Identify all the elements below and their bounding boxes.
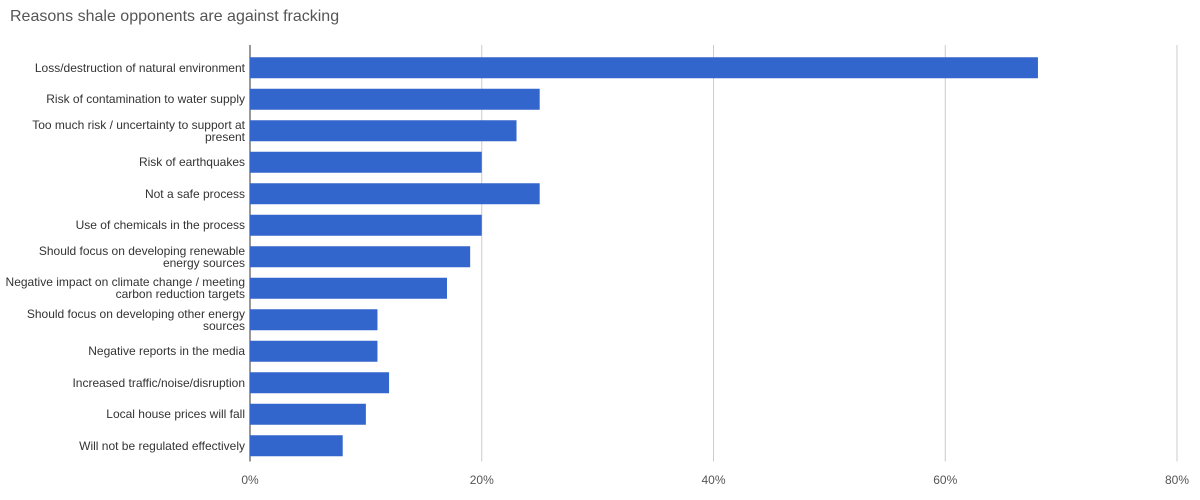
y-tick-label: Risk of earthquakes [138, 155, 245, 170]
bar [250, 183, 540, 205]
x-tick-label: 80% [1165, 473, 1189, 487]
bar [250, 372, 390, 394]
bar [250, 214, 482, 236]
bar [250, 246, 471, 268]
y-tick-label: Loss/destruction of natural environment [34, 60, 245, 75]
y-tick-label: Negative reports in the media [88, 344, 245, 359]
y-tick-label: Should focus on developing renewable ene… [38, 243, 245, 270]
bar [250, 151, 482, 173]
x-tick-label: 60% [933, 473, 957, 487]
y-tick-label: Risk of contamination to water supply [46, 92, 245, 107]
y-tick-label: Use of chemicals in the process [75, 218, 245, 233]
x-tick-label: 20% [470, 473, 494, 487]
y-tick-label: Too much risk / uncertainty to support a… [32, 117, 245, 144]
bar [250, 435, 343, 457]
bar [250, 340, 378, 362]
y-tick-label: Not a safe process [144, 186, 245, 201]
y-tick-label: Will not be regulated effectively [79, 438, 245, 453]
y-tick-label: Local house prices will fall [106, 407, 245, 422]
y-tick-label: Negative impact on climate change / meet… [5, 275, 245, 302]
x-tick-label: 40% [701, 473, 725, 487]
x-tick-label: 0% [241, 473, 259, 487]
y-tick-label: Increased traffic/noise/disruption [72, 375, 245, 390]
bar [250, 277, 447, 299]
y-tick-label: Should focus on developing other energy … [26, 306, 245, 333]
chart-title: Reasons shale opponents are against frac… [10, 8, 340, 25]
bar [250, 57, 1038, 79]
bar [250, 88, 540, 110]
bar [250, 120, 517, 142]
bar [250, 403, 366, 425]
bar [250, 309, 378, 331]
